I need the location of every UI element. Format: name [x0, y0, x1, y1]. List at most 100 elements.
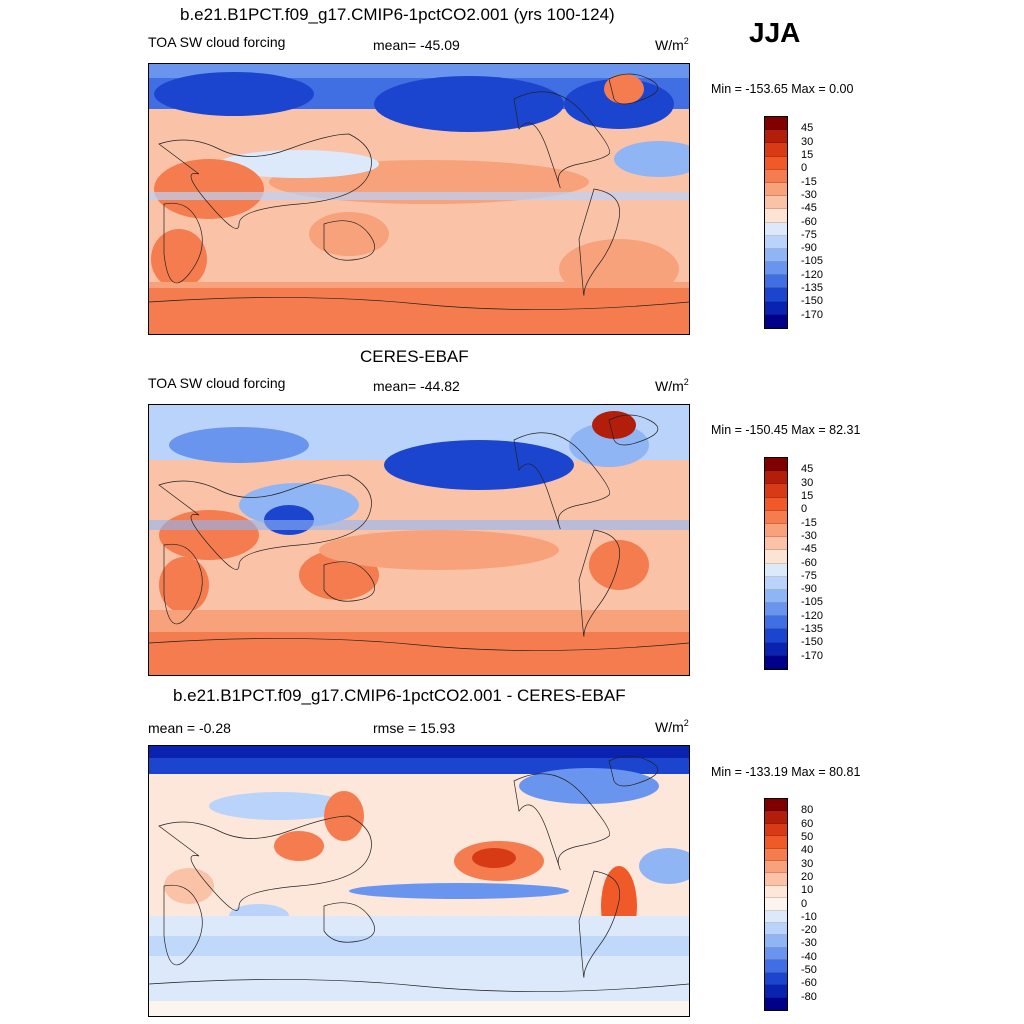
colorbar-box [765, 811, 787, 824]
colorbar-model [764, 116, 788, 329]
colorbar-box [765, 275, 787, 289]
colorbar-tick-label: -150 [801, 295, 824, 308]
colorbar-box [765, 923, 787, 936]
variable-label: TOA SW cloud forcing [148, 34, 286, 50]
colorbar-tick-label: 80 [801, 804, 814, 817]
colorbar-tick-label: -60 [801, 215, 817, 228]
colorbar-box [765, 523, 787, 538]
min-max-label: Min = -150.45 Max = 82.31 [711, 423, 861, 437]
variable-label: TOA SW cloud forcing [148, 375, 286, 391]
colorbar-box [765, 117, 787, 131]
colorbar-tick-label: -15 [801, 175, 817, 188]
colorbar-tick-label: 30 [801, 135, 814, 148]
colorbar-box [765, 873, 787, 886]
map-observations [148, 404, 690, 676]
colorbar-tick-label: -135 [801, 282, 824, 295]
colorbar-box [765, 655, 787, 669]
colorbar-box [765, 603, 787, 617]
season-label: JJA [749, 17, 801, 48]
colorbar-tick-label: -75 [801, 228, 817, 241]
colorbar-box [765, 510, 787, 524]
colorbar-tick-label: -135 [801, 623, 824, 636]
colorbar-box [765, 537, 787, 551]
colorbar-tick-label: -170 [801, 649, 824, 662]
colorbar-tick-label: -30 [801, 188, 817, 201]
colorbar-box [765, 910, 787, 924]
colorbar-box [765, 169, 787, 183]
colorbar-box [765, 458, 787, 472]
colorbar-tick-label: -105 [801, 255, 824, 268]
colorbar-tick-label: -30 [801, 529, 817, 542]
colorbar-tick-label: -60 [801, 977, 817, 990]
units-label: W/m2 [655, 718, 689, 735]
colorbar-box [765, 235, 787, 249]
colorbar-tick-label: -170 [801, 308, 824, 321]
colorbar-box [765, 972, 787, 986]
min-max-label: Min = -153.65 Max = 0.00 [711, 82, 854, 96]
colorbar-box [765, 885, 787, 899]
colorbar-tick-label: -90 [801, 583, 817, 596]
colorbar-tick-label: -60 [801, 556, 817, 569]
colorbar-box [765, 823, 787, 837]
colorbar-box [765, 848, 787, 862]
colorbar-observations [764, 457, 788, 670]
colorbar-box [765, 471, 787, 485]
colorbar-box [765, 156, 787, 170]
colorbar-tick-label: 15 [801, 489, 814, 502]
colorbar-tick-label: 15 [801, 148, 814, 161]
colorbar-tick-label: -45 [801, 202, 817, 215]
colorbar-box [765, 589, 787, 604]
mean-label: mean = -0.28 [148, 720, 231, 736]
colorbar-box [765, 997, 787, 1010]
colorbar-box [765, 314, 787, 328]
colorbar-tick-label: 20 [801, 870, 814, 883]
colorbar-box [765, 222, 787, 236]
colorbar-tick-label: -45 [801, 543, 817, 556]
colorbar-tick-label: -120 [801, 268, 824, 281]
colorbar-tick-label: -40 [801, 950, 817, 963]
colorbar-box [765, 143, 787, 157]
mean-label: mean= -44.82 [373, 378, 460, 394]
colorbar-box [765, 550, 787, 564]
mean-label: mean= -45.09 [373, 37, 460, 53]
rmse-label: rmse = 15.93 [373, 720, 456, 736]
colorbar-box [765, 576, 787, 590]
colorbar-tick-label: 45 [801, 463, 814, 476]
colorbar-tick-label: 45 [801, 122, 814, 135]
colorbar-tick-label: 30 [801, 476, 814, 489]
map-model [148, 63, 690, 335]
panel-title: CERES-EBAF [360, 347, 469, 366]
colorbar-tick-label: 0 [801, 162, 808, 175]
colorbar-tick-label: 40 [801, 844, 814, 857]
colorbar-tick-label: -10 [801, 910, 817, 923]
colorbar-box [765, 301, 787, 315]
map-difference [148, 745, 690, 1017]
colorbar-box [765, 196, 787, 210]
colorbar-box [765, 836, 787, 849]
colorbar-box [765, 616, 787, 630]
colorbar-tick-label: 0 [801, 503, 808, 516]
colorbar-box [765, 130, 787, 144]
colorbar-tick-label: -80 [801, 990, 817, 1003]
colorbar-tick-label: -90 [801, 242, 817, 255]
colorbar-tick-label: -150 [801, 636, 824, 649]
colorbar-box [765, 209, 787, 223]
colorbar-tick-label: -15 [801, 516, 817, 529]
colorbar-tick-label: 50 [801, 830, 814, 843]
colorbar-box [765, 898, 787, 911]
colorbar-box [765, 288, 787, 302]
colorbar-box [765, 262, 787, 276]
colorbar-box [765, 799, 787, 812]
colorbar-box [765, 985, 787, 998]
colorbar-tick-label: -20 [801, 924, 817, 937]
colorbar-box [765, 484, 787, 498]
colorbar-tick-label: -30 [801, 937, 817, 950]
colorbar-tick-label: 60 [801, 817, 814, 830]
colorbar-box [765, 861, 787, 874]
colorbar-difference [764, 798, 788, 1011]
colorbar-box [765, 182, 787, 197]
units-label: W/m2 [655, 36, 689, 53]
colorbar-tick-label: 10 [801, 884, 814, 897]
min-max-label: Min = -133.19 Max = 80.81 [711, 765, 861, 779]
colorbar-box [765, 642, 787, 656]
